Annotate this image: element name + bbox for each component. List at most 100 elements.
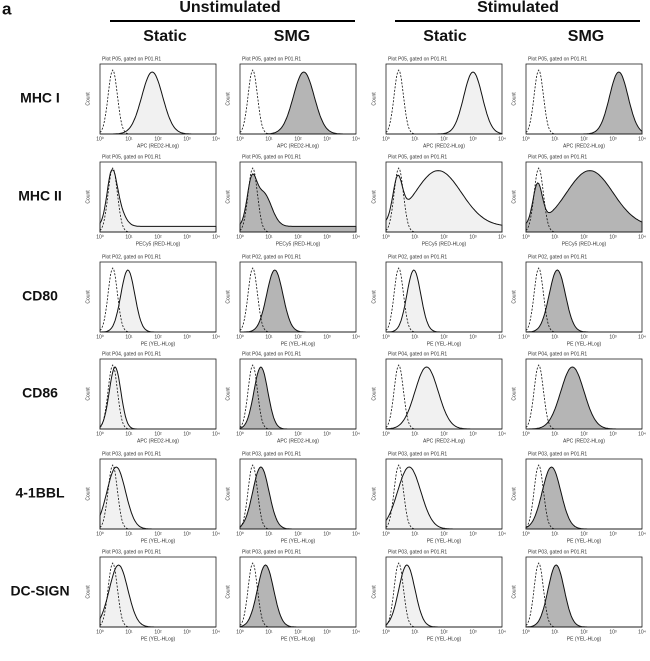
x-tick-label: 10² (294, 136, 302, 142)
row-label: MHC I (20, 90, 60, 106)
x-tick-label: 10² (580, 629, 588, 635)
plot-title: Plot P03, gated on P01.R1 (242, 549, 301, 555)
y-axis-label: Count (85, 487, 91, 501)
x-tick-label: 10⁰ (522, 431, 530, 437)
plot-title: Plot P03, gated on P01.R1 (242, 451, 301, 457)
plot-frame (525, 556, 643, 628)
x-axis-label: APC (RED2-HLog) (423, 143, 465, 149)
x-tick-label: 10³ (469, 531, 477, 537)
row-label: CD80 (22, 288, 58, 304)
plot-title: Plot P05, gated on P01.R1 (528, 56, 587, 62)
y-axis-label: Count (85, 290, 91, 304)
x-tick-label: 10⁰ (382, 531, 390, 537)
histogram (385, 564, 502, 628)
x-tick-label: 10⁴ (498, 531, 506, 537)
x-tick-label: 10³ (183, 531, 191, 537)
x-tick-label: 10² (580, 431, 588, 437)
x-axis-label: PECy5 (RED-HLog) (422, 241, 467, 247)
plot-frame (525, 63, 643, 135)
x-tick-label: 10¹ (411, 629, 419, 635)
histogram (240, 269, 356, 333)
x-tick-label: 10⁰ (522, 234, 530, 240)
x-tick-label: 10³ (323, 334, 331, 340)
x-tick-label: 10² (294, 234, 302, 240)
x-tick-label: 10⁴ (212, 629, 220, 635)
x-tick-label: 10⁴ (212, 531, 220, 537)
x-tick-label: 10¹ (265, 334, 273, 340)
plot-title: Plot P05, gated on P01.R1 (528, 154, 587, 160)
x-tick-label: 10² (294, 431, 302, 437)
x-tick-label: 10¹ (125, 531, 133, 537)
plot-frame (385, 63, 503, 135)
y-axis-label: Count (511, 585, 517, 599)
plot-frame (99, 556, 217, 628)
histogram (239, 564, 356, 628)
plot-title: Plot P03, gated on P01.R1 (102, 451, 161, 457)
plot-title: Plot P04, gated on P01.R1 (528, 351, 587, 357)
x-tick-label: 10³ (183, 629, 191, 635)
x-tick-label: 10⁴ (212, 334, 220, 340)
x-axis-label: PECy5 (RED-HLog) (562, 241, 607, 247)
x-tick-label: 10⁰ (522, 531, 530, 537)
x-tick-label: 10¹ (125, 431, 133, 437)
y-axis-label: Count (371, 487, 377, 501)
subgroup-header: SMG (274, 28, 310, 45)
x-tick-label: 10¹ (551, 334, 559, 340)
histogram (525, 269, 642, 333)
plot-frame (525, 358, 643, 430)
plot-title: Plot P04, gated on P01.R1 (102, 351, 161, 357)
y-axis-label: Count (511, 190, 517, 204)
x-tick-label: 10² (440, 334, 448, 340)
x-tick-label: 10⁰ (236, 431, 244, 437)
x-tick-label: 10⁰ (382, 431, 390, 437)
x-tick-label: 10³ (609, 431, 617, 437)
x-tick-label: 10⁰ (96, 234, 104, 240)
x-tick-label: 10¹ (411, 334, 419, 340)
x-tick-label: 10⁴ (212, 234, 220, 240)
x-axis-label: APC (RED2-HLog) (277, 143, 319, 149)
x-axis-label: PE (YEL-HLog) (141, 538, 176, 544)
x-tick-label: 10³ (323, 629, 331, 635)
x-tick-label: 10⁴ (638, 431, 646, 437)
histogram (525, 564, 642, 628)
x-tick-label: 10⁴ (498, 136, 506, 142)
plot-title: Plot P03, gated on P01.R1 (102, 549, 161, 555)
row-label: DC-SIGN (10, 583, 69, 599)
x-tick-label: 10² (580, 234, 588, 240)
x-tick-label: 10⁰ (96, 136, 104, 142)
plot-title: Plot P05, gated on P01.R1 (102, 154, 161, 160)
y-axis-label: Count (225, 290, 231, 304)
y-axis-label: Count (225, 92, 231, 106)
x-tick-label: 10² (154, 334, 162, 340)
x-axis-label: PECy5 (RED-HLog) (136, 241, 181, 247)
x-tick-label: 10² (580, 531, 588, 537)
y-axis-label: Count (225, 190, 231, 204)
x-tick-label: 10⁴ (352, 136, 360, 142)
x-tick-label: 10⁴ (352, 334, 360, 340)
x-tick-label: 10⁴ (352, 234, 360, 240)
histogram (239, 173, 357, 233)
plot-frame (99, 261, 217, 333)
plot-frame (239, 261, 357, 333)
histogram (99, 169, 217, 233)
x-tick-label: 10² (440, 531, 448, 537)
y-axis-label: Count (225, 585, 231, 599)
x-tick-label: 10³ (323, 234, 331, 240)
x-tick-label: 10⁴ (498, 431, 506, 437)
x-tick-label: 10⁰ (96, 431, 104, 437)
x-tick-label: 10¹ (411, 136, 419, 142)
plot-frame (385, 161, 503, 233)
x-tick-label: 10⁴ (352, 531, 360, 537)
plot-title: Plot P05, gated on P01.R1 (102, 56, 161, 62)
histogram (385, 170, 503, 233)
y-axis-label: Count (371, 585, 377, 599)
y-axis-label: Count (85, 92, 91, 106)
subgroup-header: Static (143, 28, 187, 45)
plot-frame (239, 161, 357, 233)
x-tick-label: 10¹ (551, 431, 559, 437)
x-tick-label: 10² (154, 136, 162, 142)
x-tick-label: 10¹ (551, 136, 559, 142)
x-tick-label: 10³ (609, 334, 617, 340)
x-axis-label: PE (YEL-HLog) (281, 636, 316, 642)
y-axis-label: Count (511, 387, 517, 401)
